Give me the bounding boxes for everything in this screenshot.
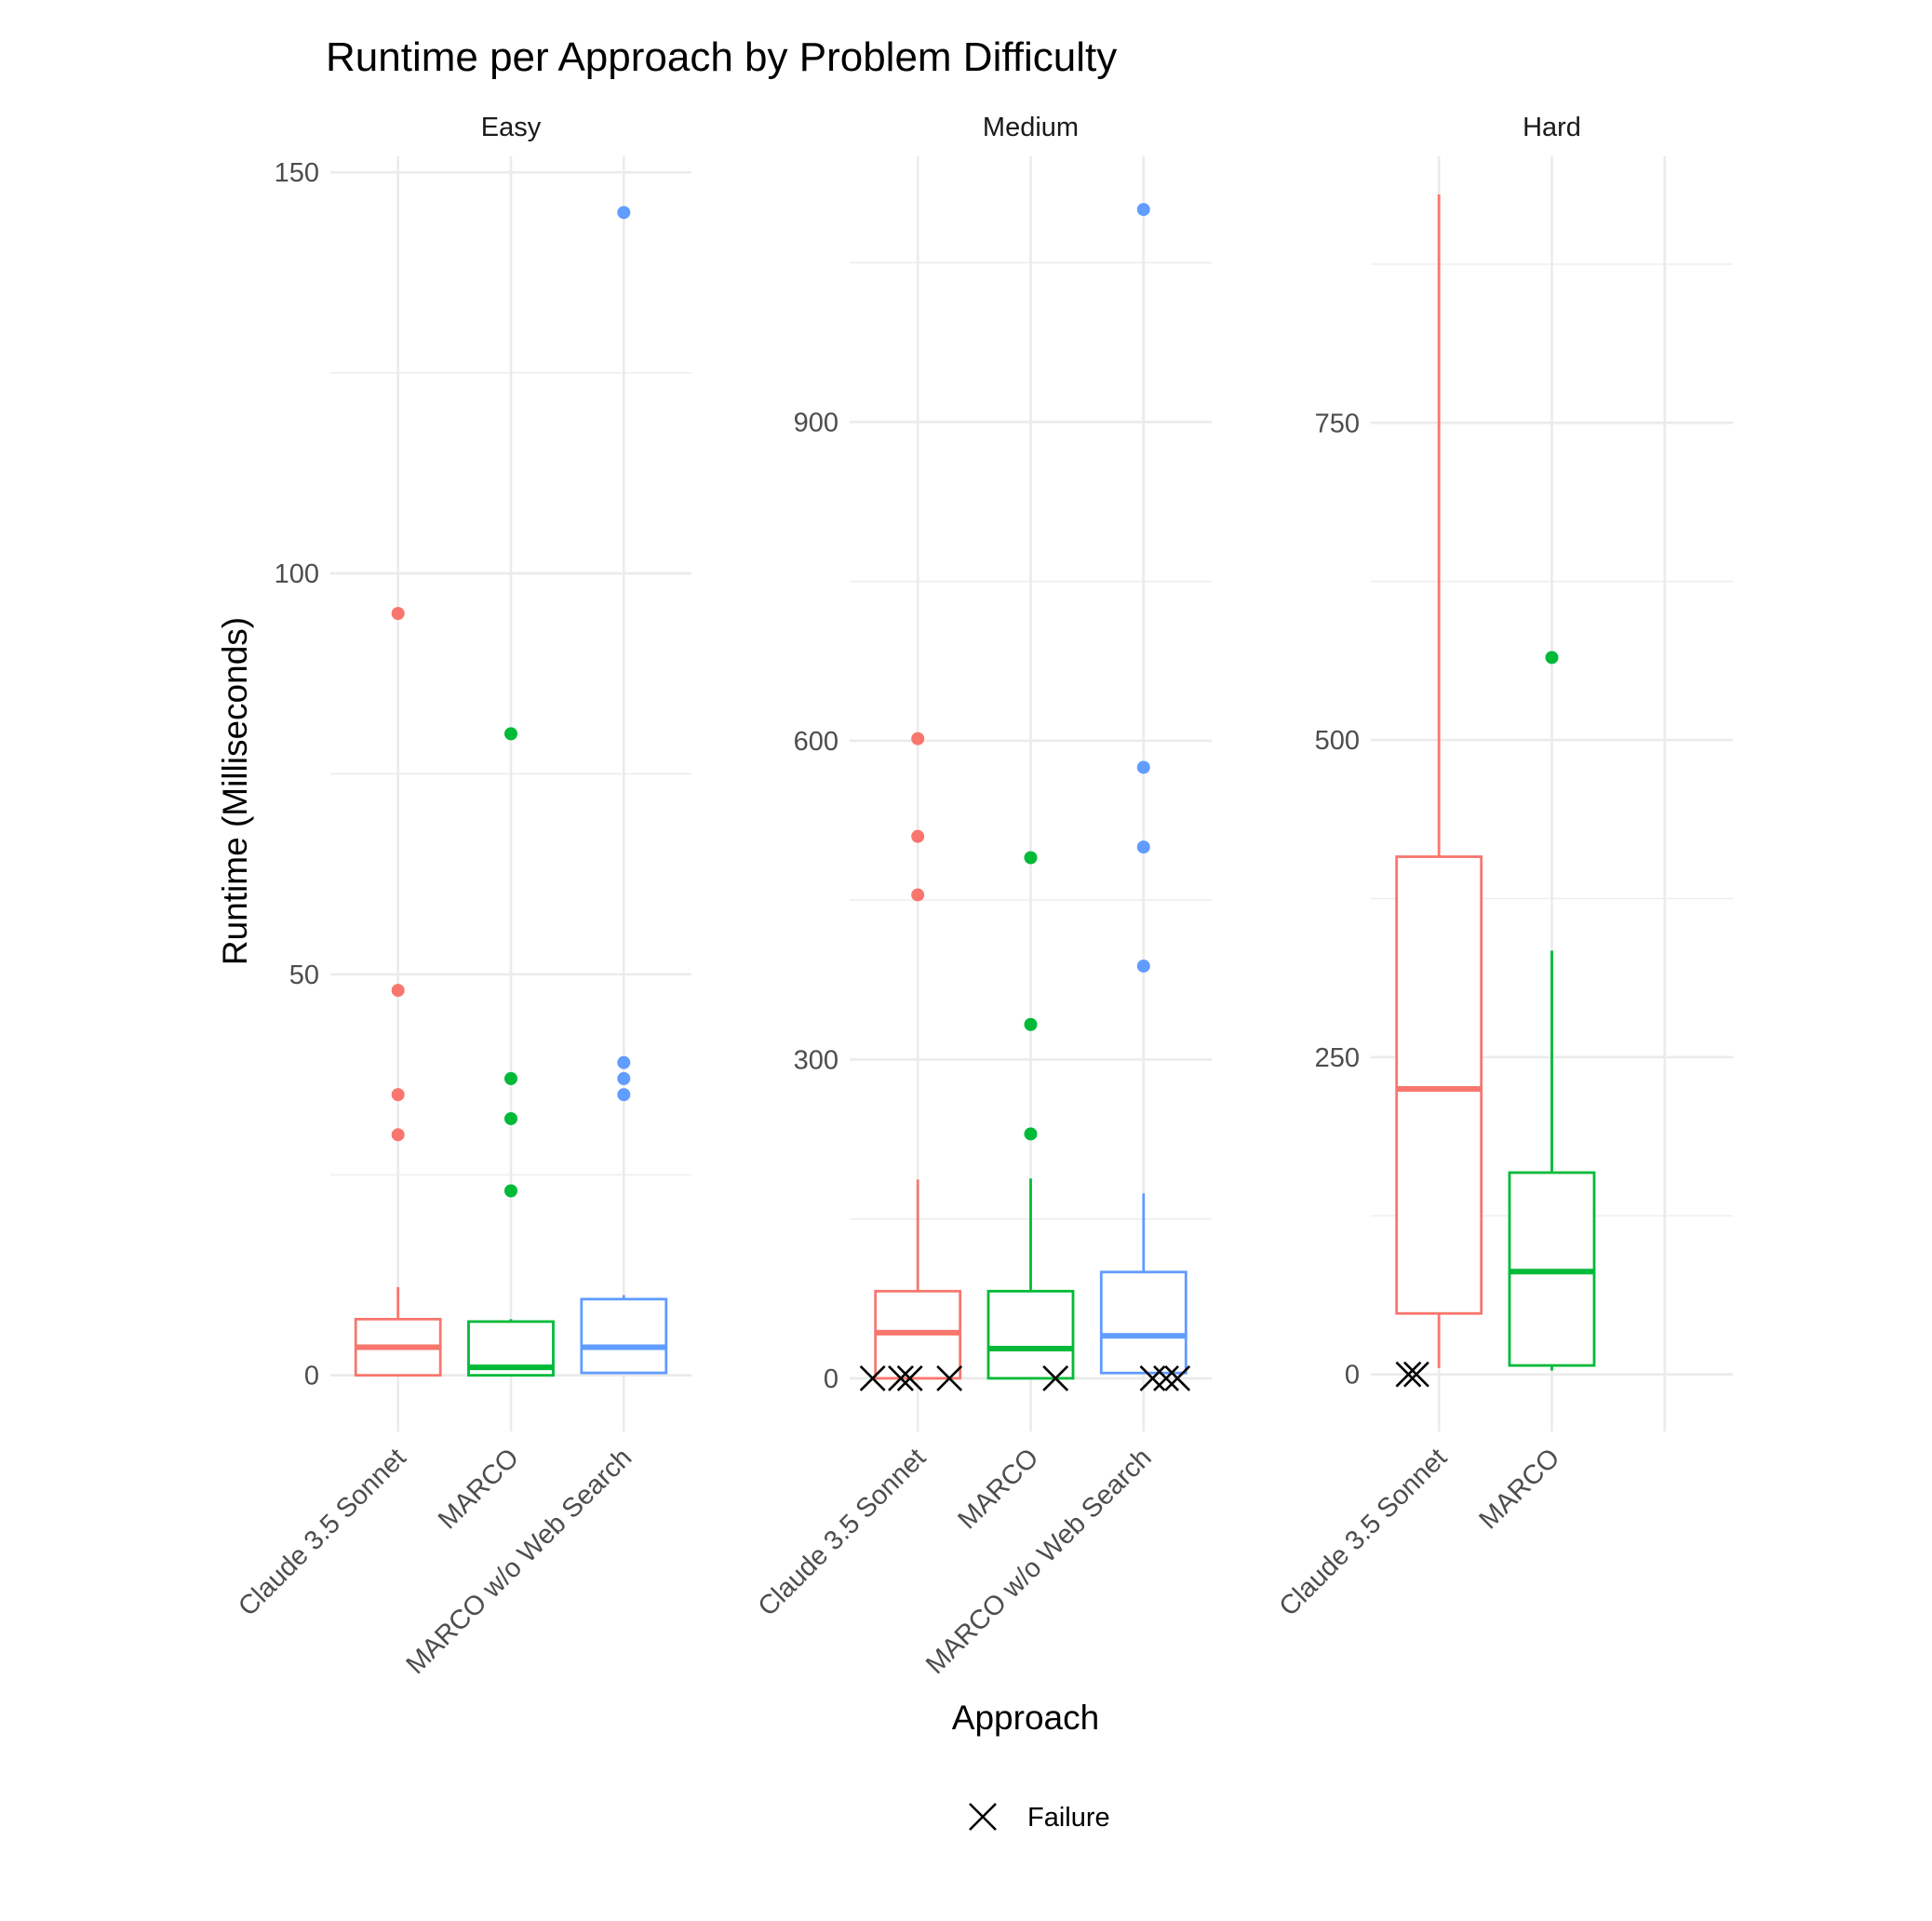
y-tick-label: 150	[275, 158, 319, 188]
boxplot-claude-3-5-sonnet	[874, 732, 962, 1380]
facet-label-easy: Easy	[481, 113, 542, 142]
y-tick-label: 0	[824, 1364, 839, 1394]
outlier-point	[391, 984, 405, 998]
y-tick-label: 900	[794, 408, 839, 437]
outlier-point	[1136, 959, 1150, 973]
outlier-point	[617, 206, 631, 220]
cross-stroke	[969, 1803, 997, 1831]
x-tick-label-marco-w-o-web-search: MARCO w/o Web Search	[920, 1443, 1158, 1680]
failure-marker	[1153, 1364, 1179, 1391]
outlier-point	[391, 1088, 405, 1102]
facet-label-hard: Hard	[1523, 113, 1581, 142]
outlier-point	[911, 732, 925, 746]
cross-stroke	[1164, 1364, 1191, 1391]
y-tick-label: 300	[794, 1045, 839, 1075]
y-tick-label: 600	[794, 727, 839, 757]
cross-stroke	[859, 1364, 886, 1391]
legend-failure-label: Failure	[1027, 1803, 1110, 1833]
outlier-point	[617, 1071, 631, 1085]
x-tick-label-marco: MARCO	[952, 1443, 1044, 1535]
outlier-point	[1136, 203, 1150, 217]
failure-marker	[859, 1364, 886, 1391]
y-tick-label: 100	[275, 559, 319, 589]
outlier-point	[1024, 851, 1038, 865]
y-axis-title: Runtime (Milliseconds)	[216, 617, 254, 965]
failure-marker	[1042, 1364, 1069, 1391]
box-iqr	[580, 1297, 668, 1375]
failure-marker	[1395, 1361, 1422, 1388]
facet-panel-easy: Easy 0 50 100 150 Claude 3.5 Sonnet MARCOMARCO…	[233, 113, 691, 1680]
outlier-point	[504, 727, 517, 741]
cross-stroke	[888, 1364, 914, 1391]
y-tick-label: 500	[1315, 726, 1360, 756]
outlier-point	[617, 1088, 631, 1102]
failure-marker	[1164, 1364, 1191, 1391]
cross-stroke	[896, 1364, 923, 1391]
x-tick-label-marco: MARCO	[433, 1443, 525, 1535]
cross-stroke	[1042, 1364, 1069, 1391]
boxplot-claude-3-5-sonnet	[1395, 194, 1483, 1368]
facet-label-medium: Medium	[983, 113, 1079, 142]
cross-stroke	[936, 1364, 963, 1391]
y-tick-label: 750	[1315, 409, 1360, 438]
box-iqr	[1395, 855, 1483, 1315]
outlier-point	[504, 1071, 517, 1085]
y-tick-label: 0	[304, 1362, 319, 1391]
facet-panel-hard: Hard 0 250 500 750 Claude 3.5 Sonnet MARCO	[1274, 113, 1733, 1622]
outlier-point	[911, 829, 925, 843]
cross-stroke	[1395, 1361, 1422, 1388]
y-tick-label: 250	[1315, 1043, 1360, 1073]
facet-panel-medium: Medium 0 300 600 900 Claude 3.5 Sonnet MARCOMA…	[753, 113, 1212, 1680]
x-axis-title: Approach	[952, 1699, 1099, 1737]
box-iqr	[1099, 1270, 1187, 1375]
legend-cross-mark	[969, 1803, 997, 1831]
outlier-point	[1136, 760, 1150, 774]
box-iqr	[986, 1289, 1075, 1380]
outlier-point	[1024, 1017, 1038, 1031]
boxplot-marco	[986, 851, 1075, 1380]
outlier-point	[1136, 840, 1150, 854]
failure-marker	[936, 1364, 963, 1391]
outlier-point	[1024, 1127, 1038, 1141]
boxplot-claude-3-5-sonnet	[354, 607, 442, 1377]
x-tick-label-claude-3-5-sonnet: Claude 3.5 Sonnet	[753, 1443, 932, 1622]
x-tick-label-marco-w-o-web-search: MARCO w/o Web Search	[401, 1443, 638, 1680]
outlier-point	[617, 1055, 631, 1069]
outlier-point	[911, 888, 925, 902]
y-tick-label: 50	[289, 960, 319, 990]
cross-stroke	[1403, 1361, 1429, 1388]
outlier-point	[504, 1184, 517, 1198]
failure-marker	[888, 1364, 914, 1391]
boxplot-marco-w-o-web-search	[1099, 203, 1187, 1375]
failure-marker	[1139, 1364, 1166, 1391]
failure-marker	[1403, 1361, 1429, 1388]
failure-marker	[896, 1364, 923, 1391]
x-tick-label-claude-3-5-sonnet: Claude 3.5 Sonnet	[1274, 1443, 1454, 1622]
outlier-point	[391, 1128, 405, 1142]
cross-stroke	[1139, 1364, 1166, 1391]
boxplot-marco	[1508, 651, 1596, 1371]
outlier-point	[1545, 651, 1559, 665]
chart-title: Runtime per Approach by Problem Difficul…	[326, 34, 1117, 80]
legend-failure-cross-icon	[969, 1803, 997, 1831]
x-tick-label-claude-3-5-sonnet: Claude 3.5 Sonnet	[233, 1443, 412, 1622]
y-tick-label: 0	[1345, 1361, 1360, 1390]
boxplot-marco	[467, 727, 555, 1377]
legend: Failure	[969, 1803, 1110, 1833]
boxplot-marco-w-o-web-search	[580, 206, 668, 1375]
x-tick-label-marco: MARCO	[1473, 1443, 1565, 1535]
cross-stroke	[1153, 1364, 1179, 1391]
outlier-point	[391, 607, 405, 621]
outlier-point	[504, 1111, 517, 1125]
